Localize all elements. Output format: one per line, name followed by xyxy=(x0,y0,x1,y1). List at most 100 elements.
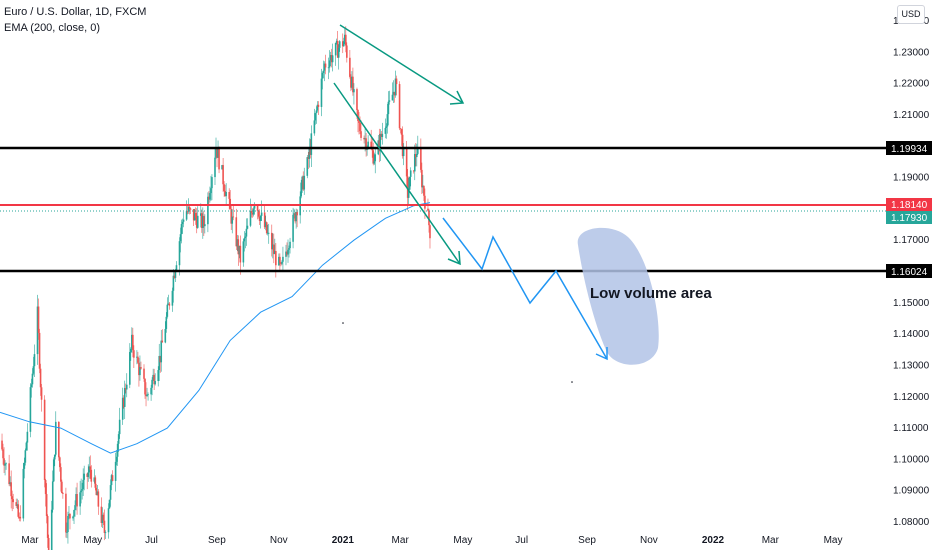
candle-body xyxy=(216,148,218,158)
candle-body xyxy=(172,275,175,291)
candle-body xyxy=(30,384,33,388)
candle-body xyxy=(164,328,167,343)
candle-body xyxy=(123,388,126,407)
candle-body xyxy=(86,473,89,477)
candle-body xyxy=(100,506,103,523)
candle-body xyxy=(314,113,317,121)
y-tick-label: 1.12000 xyxy=(893,392,930,403)
candle-body xyxy=(80,490,82,493)
candle-body xyxy=(9,482,11,485)
candle-body xyxy=(111,475,114,481)
candle-body xyxy=(157,370,160,382)
candle-body xyxy=(266,232,269,234)
candle-body xyxy=(24,450,27,463)
time-axis: Mar May Jul Sep Nov 2021 Mar May Jul Sep Nov 2022 Ma… xyxy=(21,535,842,546)
candle-body xyxy=(229,198,232,209)
candle-body xyxy=(270,232,273,250)
candle-body xyxy=(81,489,83,491)
candle-body xyxy=(279,256,281,264)
candle-body xyxy=(46,515,49,538)
candle-body xyxy=(58,421,60,458)
candle-body xyxy=(424,195,426,209)
svg-text:1.19934: 1.19934 xyxy=(891,144,928,155)
candle-body xyxy=(52,459,55,482)
candle-body xyxy=(384,127,387,134)
candle-body xyxy=(151,379,153,388)
candle-body xyxy=(301,176,304,183)
svg-text:1.17930: 1.17930 xyxy=(891,213,928,224)
candle-body xyxy=(373,161,376,164)
candle-body xyxy=(356,89,358,111)
candle-body xyxy=(23,462,26,469)
candle-body xyxy=(320,78,323,107)
candle-body xyxy=(285,251,287,257)
teal-trend-arrows xyxy=(333,24,465,266)
candle-body xyxy=(315,110,318,114)
x-tick-label: Jul xyxy=(515,535,528,546)
candle-body xyxy=(140,367,142,369)
candle-body xyxy=(391,94,394,101)
candle-body xyxy=(66,532,68,533)
svg-text:1.16024: 1.16024 xyxy=(891,267,928,278)
low-volume-area-label: Low volume area xyxy=(590,285,712,302)
candle-body xyxy=(224,190,226,197)
candle-body xyxy=(108,499,111,509)
x-tick-label: Nov xyxy=(640,535,658,546)
candle-body xyxy=(427,208,429,211)
candle-body xyxy=(61,481,63,494)
candle-body xyxy=(139,367,141,376)
candle-body xyxy=(59,457,61,468)
x-tick-label: Mar xyxy=(392,535,410,546)
candle-body xyxy=(230,208,233,224)
chart-dot xyxy=(342,322,344,324)
candle-body xyxy=(53,454,56,460)
currency-button[interactable]: USD xyxy=(897,5,925,24)
candle-body xyxy=(8,463,10,485)
candle-body xyxy=(393,91,396,96)
candle-body xyxy=(351,76,353,88)
candle-body xyxy=(259,215,262,221)
candle-body xyxy=(39,368,42,388)
candle-body xyxy=(380,133,383,138)
candle-body xyxy=(275,251,277,266)
candle-series xyxy=(1,26,573,550)
x-tick-label: Jul xyxy=(145,535,158,546)
candle-body xyxy=(196,215,199,228)
candle-body xyxy=(328,60,331,68)
candle-body xyxy=(43,399,46,481)
chart-dot xyxy=(571,381,573,383)
candle-body xyxy=(194,212,197,218)
candle-body xyxy=(115,456,118,462)
candle-body xyxy=(195,217,198,228)
candle-body xyxy=(302,176,305,190)
candle-body xyxy=(117,434,120,444)
candle-body xyxy=(239,245,242,263)
candle-body xyxy=(94,477,97,488)
candle-body xyxy=(258,216,261,221)
candle-body xyxy=(32,366,35,374)
candle-body xyxy=(15,502,18,506)
candle-body xyxy=(386,114,389,127)
candle-body xyxy=(381,133,384,138)
low-volume-area-shape xyxy=(577,227,659,365)
candle-body xyxy=(73,510,75,517)
candle-body xyxy=(158,355,161,371)
candle-body xyxy=(167,303,170,305)
candle-body xyxy=(147,394,149,396)
candle-body xyxy=(346,45,348,58)
candle-body xyxy=(37,306,40,333)
candle-body xyxy=(211,177,213,189)
candle-body xyxy=(26,431,29,443)
price-tag-support: 1.16024 xyxy=(886,264,932,278)
candle-body xyxy=(90,469,93,482)
candle-body xyxy=(337,47,340,58)
candle-body xyxy=(323,63,326,71)
candle-body xyxy=(405,147,408,177)
candle-body xyxy=(295,211,297,222)
candle-body xyxy=(215,148,217,158)
candle-body xyxy=(202,216,204,228)
y-tick-label: 1.14000 xyxy=(893,329,930,340)
candle-body xyxy=(93,477,96,482)
candle-body xyxy=(74,505,76,511)
